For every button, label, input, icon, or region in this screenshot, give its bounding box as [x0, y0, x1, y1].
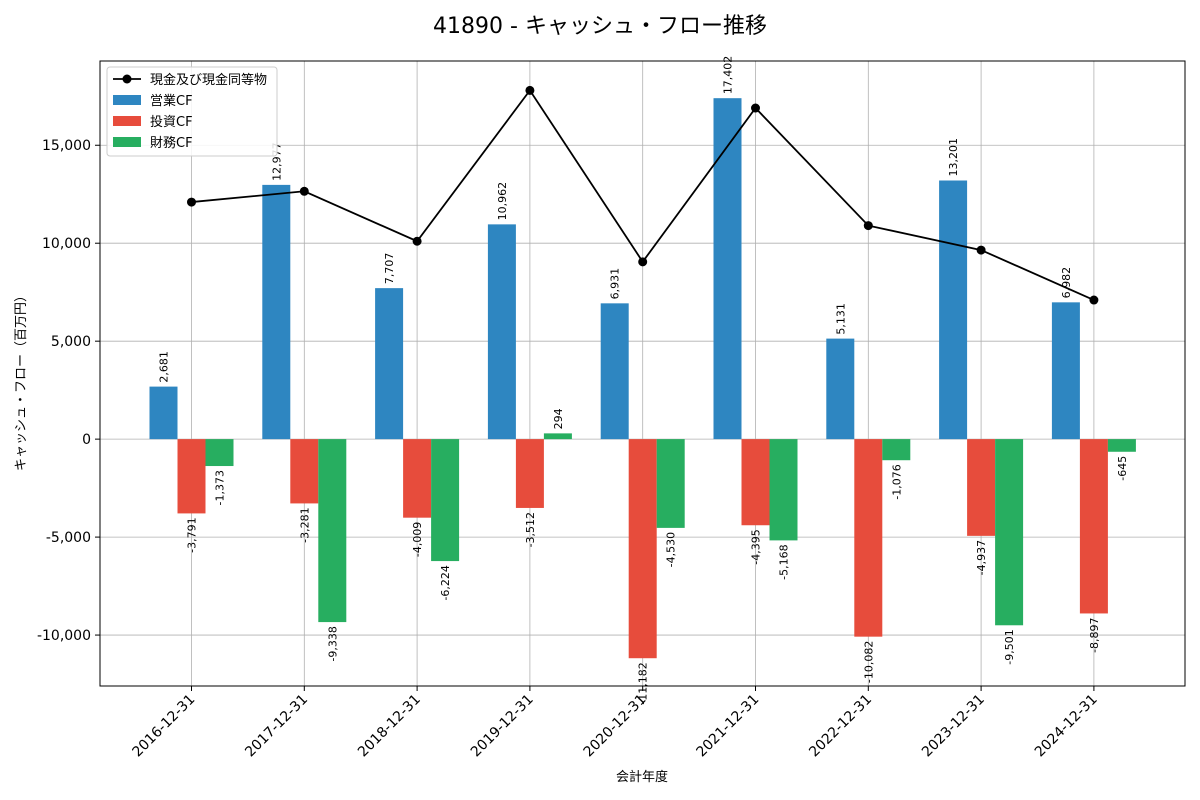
bar-financing — [1107, 439, 1136, 452]
chart-title: 41890 - キャッシュ・フロー推移 — [433, 14, 767, 39]
legend-line-dot — [122, 74, 132, 84]
bar-value-label: -3,512 — [524, 512, 537, 547]
bar-value-label: -4,395 — [750, 529, 763, 564]
bar-value-label: 6,982 — [1060, 267, 1073, 299]
bar-value-label: -4,530 — [665, 532, 678, 567]
legend-label-operating: 営業CF — [150, 93, 193, 109]
bar-operating — [713, 98, 742, 440]
legend: 現金及び現金同等物 営業CF 投資CF 財務CF — [106, 66, 278, 157]
bar-value-label: -9,338 — [326, 626, 339, 661]
bar-value-label: 13,201 — [947, 138, 960, 177]
bar-value-label: -4,937 — [975, 540, 988, 575]
bar-value-label: -8,897 — [1088, 617, 1101, 652]
y-tick-label: 0 — [82, 432, 91, 448]
bar-financing — [995, 439, 1024, 626]
bar-value-label: -3,281 — [298, 507, 311, 542]
y-tick-label: 10,000 — [42, 236, 91, 252]
bar-operating — [939, 180, 968, 440]
cash-point — [187, 197, 196, 207]
cash-point — [299, 186, 309, 196]
cash-point — [638, 257, 648, 267]
bar-operating — [826, 338, 855, 440]
bar-investing — [967, 439, 996, 536]
cash-point — [412, 236, 422, 246]
x-axis-label: 会計年度 — [616, 769, 668, 785]
bar-operating — [600, 303, 629, 440]
bar-labels-layer: 2,68112,9777,70710,9626,93117,4025,13113… — [158, 56, 1129, 705]
bar-financing — [205, 439, 234, 467]
legend-swatch-operating — [113, 95, 141, 105]
bar-investing — [515, 439, 544, 508]
bar-value-label: -645 — [1116, 456, 1129, 481]
bar-value-label: 10,962 — [496, 182, 509, 221]
y-tick-label: 15,000 — [42, 138, 91, 154]
bar-investing — [854, 439, 883, 637]
bar-investing — [741, 439, 770, 526]
legend-label-cash: 現金及び現金同等物 — [150, 72, 267, 88]
bar-value-label: -5,168 — [778, 544, 791, 579]
cash-point — [751, 103, 760, 113]
bar-operating — [1051, 302, 1080, 440]
bar-value-label: -3,791 — [186, 517, 199, 552]
legend-label-investing: 投資CF — [150, 114, 193, 130]
bar-value-label: -4,009 — [411, 522, 424, 557]
cash-point — [863, 221, 873, 231]
bar-value-label: 2,681 — [158, 351, 171, 383]
y-tick-label: -5,000 — [46, 530, 91, 546]
bar-value-label: -11,182 — [637, 662, 650, 704]
legend-swatch-investing — [113, 116, 141, 126]
cash-line-layer — [187, 85, 1099, 305]
bar-financing — [318, 439, 347, 623]
y-axis-label: キャッシュ・フロー（百万円） — [14, 289, 29, 471]
bar-financing — [656, 439, 685, 528]
cash-point — [976, 245, 986, 255]
bar-operating — [487, 224, 516, 440]
bar-financing — [769, 439, 798, 541]
cash-point — [525, 85, 535, 95]
bar-investing — [290, 439, 319, 504]
legend-box — [106, 66, 278, 157]
bar-value-label: -1,373 — [214, 470, 227, 505]
bar-investing — [628, 439, 657, 659]
bar-financing — [543, 433, 572, 440]
bar-value-label: -6,224 — [439, 565, 452, 600]
bars-layer — [149, 98, 1136, 659]
legend-label-financing: 財務CF — [150, 136, 193, 151]
cash-point — [1089, 295, 1099, 305]
bar-investing — [177, 439, 206, 514]
bar-value-label: 17,402 — [722, 56, 735, 95]
bar-operating — [375, 288, 404, 440]
bar-investing — [403, 439, 432, 518]
y-tick-label: -10,000 — [37, 628, 91, 644]
bar-operating — [262, 184, 291, 440]
bar-financing — [882, 439, 911, 461]
bar-value-label: -9,501 — [1003, 629, 1016, 664]
bar-value-label: -10,082 — [862, 641, 875, 683]
bar-value-label: 7,707 — [383, 253, 396, 285]
bar-value-label: 294 — [552, 408, 565, 429]
y-tick-label: 5,000 — [51, 334, 91, 350]
bar-financing — [431, 439, 460, 562]
bar-operating — [149, 386, 178, 440]
bar-investing — [1079, 439, 1108, 614]
bar-value-label: 5,131 — [834, 303, 847, 335]
legend-swatch-financing — [113, 137, 141, 147]
bar-value-label: -1,076 — [890, 464, 903, 499]
bar-value-label: 6,931 — [609, 268, 622, 300]
